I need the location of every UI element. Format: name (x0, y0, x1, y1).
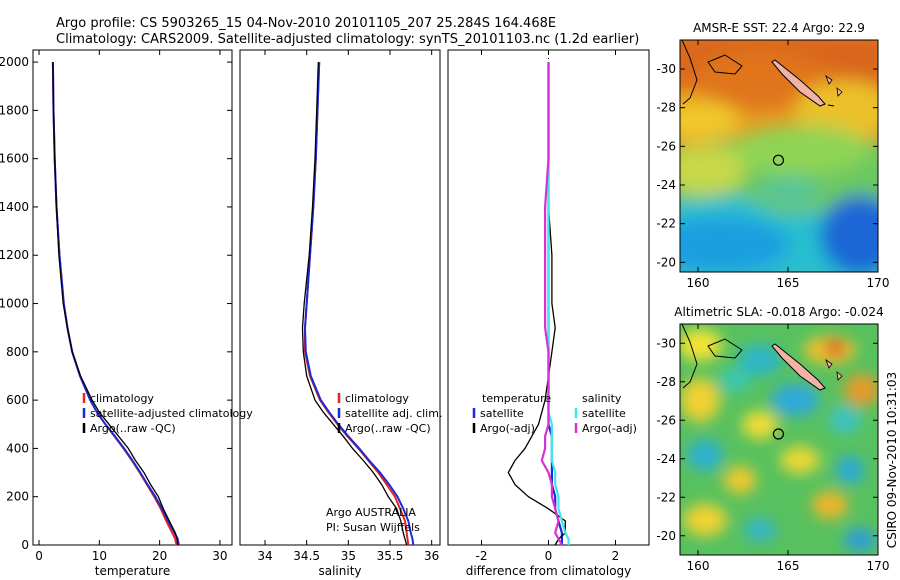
legend-label-temperature-2: Argo(..raw -QC) (90, 422, 176, 435)
legend-label-salinity-1: satellite adj. clim. (345, 407, 442, 420)
series-line-difference-2 (547, 62, 570, 545)
y-tick-label-sla_map: -26 (656, 413, 676, 427)
x-tick-label-sst_map: 170 (867, 276, 890, 290)
axes-frame-temperature (32, 49, 233, 546)
x-axis-label-difference: difference from climatology (466, 564, 632, 578)
sst-map-coast (681, 40, 843, 107)
argo-location-marker-sst_map (772, 154, 785, 166)
salinity-note-line-2: PI: Susan Wijffels (326, 521, 420, 534)
y-tick-label-temperature: 400 (6, 441, 29, 455)
y-tick-label-temperature: 0 (21, 538, 29, 552)
x-axis-label-temperature: temperature (95, 564, 170, 578)
y-tick-label-sst_map: -24 (656, 178, 676, 192)
x-tick-label-salinity: 34.5 (293, 549, 320, 563)
x-tick-label-temperature: 10 (92, 549, 107, 563)
y-tick-label-temperature: 1400 (0, 200, 29, 214)
y-tick-label-temperature: 1000 (0, 297, 29, 311)
axes-frame-salinity (239, 49, 441, 546)
y-tick-label-sla_map: -22 (656, 490, 676, 504)
x-tick-label-difference: 2 (612, 549, 620, 563)
y-tick-label-temperature: 800 (6, 345, 29, 359)
legend-label-diff-sal-0: satellite (582, 407, 626, 420)
x-tick-label-difference: 0 (545, 549, 553, 563)
x-tick-label-sla_map: 160 (687, 559, 710, 573)
series-line-temperature-1 (51, 62, 180, 546)
y-tick-label-sla_map: -24 (656, 452, 676, 466)
series-line-salinity-1 (304, 62, 415, 546)
y-tick-label-temperature: 200 (6, 490, 29, 504)
axes-frame-sst_map (679, 39, 879, 273)
map-title-sst_map: AMSR-E SST: 22.4 Argo: 22.9 (693, 21, 865, 35)
legend-label-diff-sal-1: Argo(-adj) (582, 422, 637, 435)
y-tick-label-sst_map: -22 (656, 217, 676, 231)
x-tick-label-difference: -2 (476, 549, 488, 563)
legend-label-salinity-2: Argo(..raw -QC) (345, 422, 431, 435)
axes-frame-sla_map (679, 323, 879, 556)
y-tick-label-temperature: 1600 (0, 152, 29, 166)
y-tick-label-temperature: 1800 (0, 103, 29, 117)
y-tick-label-sst_map: -26 (656, 139, 676, 153)
x-tick-label-salinity: 35.5 (377, 549, 404, 563)
y-tick-label-sst_map: -30 (656, 62, 676, 76)
x-tick-label-sst_map: 160 (687, 276, 710, 290)
series-line-difference-3 (540, 62, 563, 546)
series-line-salinity-0 (304, 62, 410, 546)
x-tick-label-temperature: 20 (152, 549, 167, 563)
sla-map-coast (681, 324, 843, 391)
y-tick-label-sla_map: -28 (656, 375, 676, 389)
y-tick-label-temperature: 600 (6, 393, 29, 407)
y-tick-label-temperature: 2000 (0, 55, 29, 69)
side-credit: CSIRO 09-Nov-2010 10:31:03 (885, 372, 899, 548)
legend-label-diff-temp-0: satellite (480, 407, 524, 420)
y-tick-label-temperature: 1200 (0, 248, 29, 262)
legend-label-temperature-0: climatology (90, 392, 154, 405)
series-line-difference-1 (507, 62, 566, 546)
sst-map-field (680, 40, 878, 272)
legend-header-salinity: salinity (582, 392, 622, 405)
x-tick-label-temperature: 30 (212, 549, 227, 563)
series-line-salinity-2 (301, 62, 408, 546)
x-tick-label-temperature: 0 (35, 549, 43, 563)
y-tick-label-sst_map: -28 (656, 101, 676, 115)
legend-header-temperature: temperature (482, 392, 551, 405)
header-line-1: Argo profile: CS 5903265_15 04-Nov-2010 … (56, 16, 556, 31)
series-line-temperature-0 (51, 62, 178, 546)
legend-label-temperature-1: satellite-adjusted climatology (90, 407, 253, 420)
x-tick-label-salinity: 35 (341, 549, 356, 563)
x-tick-label-sla_map: 170 (867, 559, 890, 573)
x-tick-label-salinity: 34 (257, 549, 272, 563)
argo-location-marker-sla_map (772, 428, 785, 440)
legend-label-salinity-0: climatology (345, 392, 409, 405)
legend-label-diff-temp-1: Argo(-adj) (480, 422, 535, 435)
x-tick-label-salinity: 36 (424, 549, 439, 563)
map-title-sla_map: Altimetric SLA: -0.018 Argo: -0.024 (674, 305, 883, 319)
y-tick-label-sst_map: -20 (656, 255, 676, 269)
x-axis-label-salinity: salinity (318, 564, 361, 578)
series-line-temperature-2 (52, 62, 179, 546)
y-tick-label-sla_map: -20 (656, 529, 676, 543)
header-line-2: Climatology: CARS2009. Satellite-adjuste… (56, 32, 639, 47)
x-tick-label-sst_map: 165 (777, 276, 800, 290)
salinity-note-line-1: Argo AUSTRALIA (326, 506, 416, 519)
y-tick-label-sla_map: -30 (656, 336, 676, 350)
x-tick-label-sla_map: 165 (777, 559, 800, 573)
